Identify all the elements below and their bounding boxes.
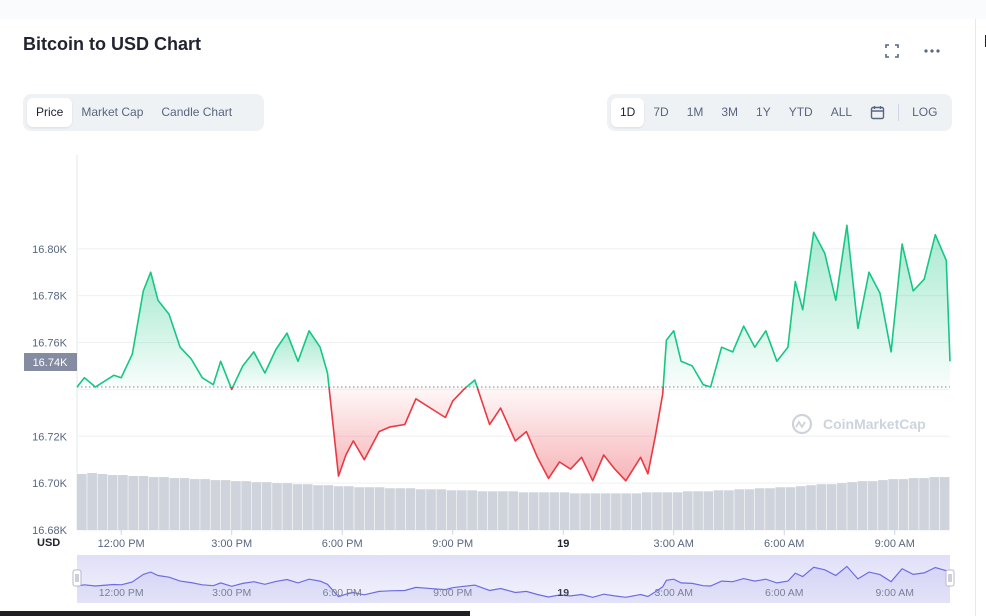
fullscreen-icon[interactable] xyxy=(881,40,903,62)
page-title: Bitcoin to USD Chart xyxy=(23,34,201,54)
calendar-icon[interactable] xyxy=(861,98,894,127)
range-1y[interactable]: 1Y xyxy=(756,105,771,119)
tab-market-cap[interactable]: Market Cap xyxy=(81,105,144,119)
right-edge xyxy=(975,19,986,616)
top-bar xyxy=(0,0,986,20)
bottom-bar xyxy=(0,611,470,616)
range-selector: 1D 7D 1M 3M 1Y YTD ALL LOG xyxy=(607,94,952,131)
range-divider xyxy=(898,104,900,121)
range-all[interactable]: ALL xyxy=(830,105,853,119)
tab-candle-chart[interactable]: Candle Chart xyxy=(161,105,233,119)
range-1m[interactable]: 1M xyxy=(686,105,704,119)
log-toggle[interactable]: LOG xyxy=(912,105,938,119)
more-icon[interactable] xyxy=(921,40,943,62)
chart-type-tabs: Price Market Cap Candle Chart xyxy=(23,94,264,131)
range-1d[interactable]: 1D xyxy=(611,98,645,127)
range-3m[interactable]: 3M xyxy=(721,105,739,119)
tab-price[interactable]: Price xyxy=(27,98,73,127)
range-7d[interactable]: 7D xyxy=(653,105,669,119)
range-ytd[interactable]: YTD xyxy=(788,105,813,119)
